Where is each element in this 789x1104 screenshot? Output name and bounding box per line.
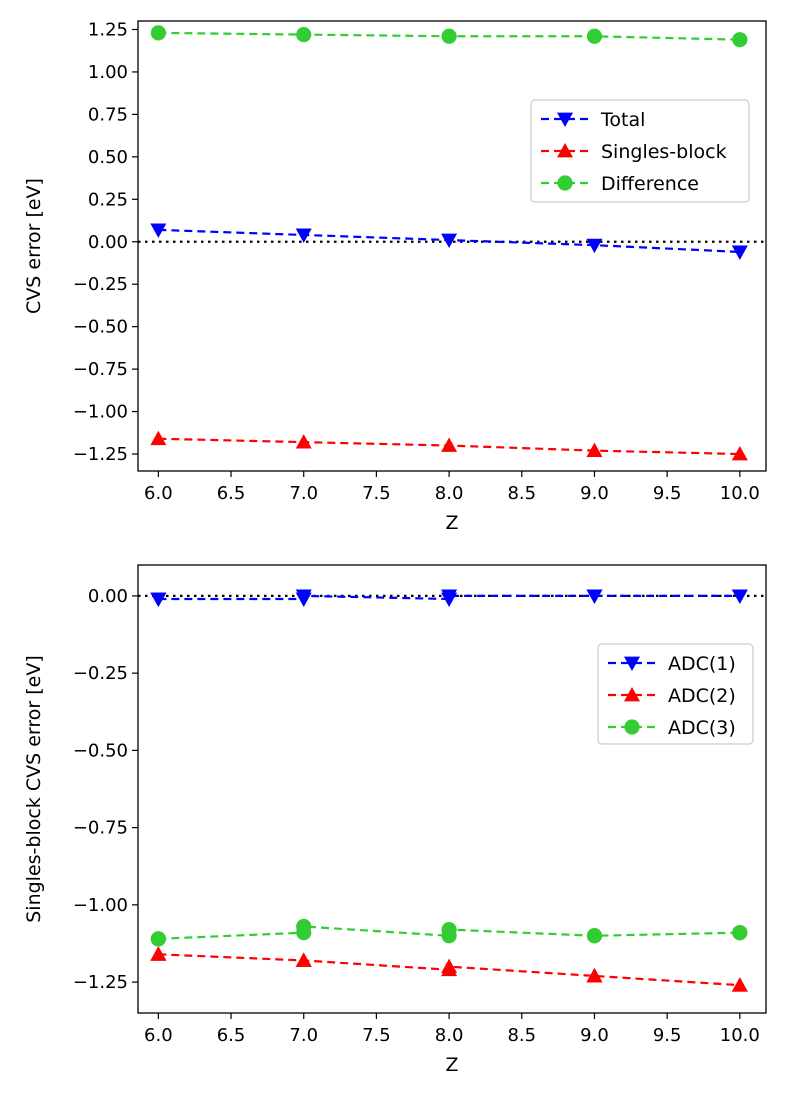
data-point [150,931,166,947]
y-tick-label: −1.25 [73,444,128,465]
y-tick-label: −0.50 [73,740,128,761]
legend-box [597,643,754,745]
data-point [150,430,167,446]
x-axis-label: Z [445,512,458,534]
data-point [586,928,603,944]
data-point [731,446,748,461]
y-axis-label: Singles-block CVS error [eV] [23,655,45,923]
legend-label: Total [600,109,645,131]
y-axis-label: CVS error [eV] [23,178,45,314]
legend: Total Singles-block Difference [530,99,750,203]
chart-bottom: 6.0 6.5 7.0 7.5 8.0 8.5 9.0 9.5 10.0 0.00 −0.25 −0.… [23,564,767,1076]
y-tick-label: 1.00 [88,62,128,83]
x-tick-label: 9.0 [580,483,609,504]
legend-marker [624,687,640,702]
y-tick-label: −0.75 [73,818,128,839]
x-tick-label: 8.0 [435,1025,464,1046]
x-axis-label: Z [445,1054,458,1076]
data-point [441,589,458,604]
chart-top: 6.0 6.5 7.0 7.5 8.0 8.5 9.0 9.5 10.0 1.25 1.00 0.75… [23,19,767,534]
data-point [732,925,748,941]
data-point [441,921,457,938]
data-point [296,918,312,935]
data-point [295,589,312,604]
data-point [586,967,603,983]
y-tick-label: −0.25 [73,274,128,295]
y-tick-label: −0.25 [73,663,128,684]
data-point [295,228,312,243]
legend-marker [557,112,573,127]
data-point [295,952,312,967]
data-point [150,592,167,607]
data-point [296,26,312,43]
legend-marker [557,175,573,191]
y-tick-label: 0.50 [88,147,128,168]
data-point [150,946,167,961]
x-tick-label: 6.0 [144,483,173,504]
legend-label: Singles-block [601,141,727,163]
data-point [586,28,603,44]
data-point [441,233,458,249]
x-tick-label: 6.5 [217,483,246,504]
legend-label: ADC(2) [668,685,736,707]
legend-marker [557,143,573,158]
legend-label: Difference [601,173,699,195]
data-point [586,442,603,458]
y-tick-label: −1.00 [73,402,128,423]
x-tick-label: 7.0 [289,483,318,504]
legend-label: ADC(1) [668,653,736,675]
y-tick-label: 0.00 [88,586,128,607]
x-tick-label: 9.5 [653,1025,682,1046]
data-point [441,437,458,452]
y-tick-label: 0.75 [88,104,128,125]
x-tick-label: 9.5 [653,483,682,504]
x-tick-label: 10.0 [720,1025,760,1046]
data-point [586,238,603,254]
y-tick-label: 0.25 [88,189,128,210]
legend-label: ADC(3) [668,717,736,739]
x-tick-label: 10.0 [720,483,760,504]
data-point [295,434,312,449]
plot-frame [137,564,767,1014]
plot-frame [137,20,767,472]
x-tick-label: 8.0 [435,483,464,504]
data-point [441,28,457,44]
y-tick-label: −0.75 [73,359,128,380]
x-tick-label: 8.5 [507,483,536,504]
legend-marker [624,656,640,671]
legend-box [530,99,750,203]
y-tick-label: −1.25 [73,972,128,993]
data-point [732,32,748,48]
x-tick-label: 8.5 [507,1025,536,1046]
x-tick-label: 7.5 [362,483,391,504]
data-point [586,589,603,604]
x-tick-label: 6.5 [217,1025,246,1046]
data-point [150,223,167,238]
data-point [731,977,748,992]
x-tick-label: 7.0 [289,1025,318,1046]
data-point [731,589,748,604]
data-point [731,245,748,260]
x-tick-label: 6.0 [144,1025,173,1046]
y-tick-label: −1.00 [73,895,128,916]
x-tick-label: 7.5 [362,1025,391,1046]
y-tick-label: 1.25 [88,19,128,40]
y-tick-label: −0.50 [73,317,128,338]
x-tick-label: 9.0 [580,1025,609,1046]
legend-marker [624,719,640,735]
legend: ADC(1) ADC(2) ADC(3) [597,643,754,745]
data-point [150,25,166,41]
y-tick-label: 0.00 [88,232,128,253]
data-point [441,958,458,974]
